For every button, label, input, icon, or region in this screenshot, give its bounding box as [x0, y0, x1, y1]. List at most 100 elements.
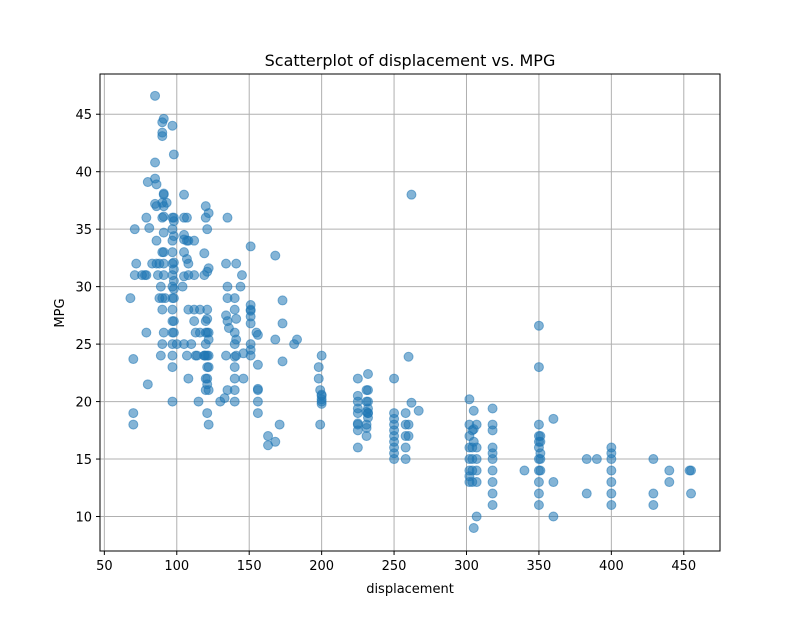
data-point	[606, 448, 617, 459]
data-point	[141, 212, 152, 223]
data-point	[186, 339, 197, 350]
data-point	[141, 327, 152, 338]
data-point	[400, 454, 411, 465]
data-point	[222, 212, 233, 223]
data-point	[203, 208, 214, 219]
data-point	[548, 511, 559, 522]
y-tick-label: 40	[75, 166, 92, 181]
data-point	[413, 405, 424, 416]
data-point	[203, 385, 214, 396]
data-point	[362, 368, 373, 379]
y-tick-label: 20	[75, 396, 92, 411]
data-point	[664, 477, 675, 488]
data-point	[591, 454, 602, 465]
data-point	[236, 270, 247, 281]
data-point	[315, 419, 326, 430]
data-point	[157, 304, 168, 315]
data-point	[664, 465, 675, 476]
data-point	[168, 316, 179, 327]
y-tick-label: 15	[75, 453, 92, 468]
data-point	[229, 396, 240, 407]
data-point	[168, 216, 179, 227]
data-point	[229, 373, 240, 384]
data-point	[352, 442, 363, 453]
data-point	[252, 359, 263, 370]
data-point	[189, 316, 200, 327]
data-point	[167, 396, 178, 407]
data-point	[548, 413, 559, 424]
data-point	[533, 362, 544, 373]
data-point	[389, 413, 400, 424]
data-point	[229, 385, 240, 396]
data-point	[168, 231, 179, 242]
data-point	[222, 281, 233, 292]
data-point	[533, 419, 544, 430]
data-point	[581, 488, 592, 499]
data-point	[400, 442, 411, 453]
data-point	[352, 419, 363, 430]
data-point	[202, 224, 213, 235]
data-point	[686, 488, 697, 499]
data-point	[158, 211, 169, 222]
data-point	[400, 408, 411, 419]
data-point	[606, 477, 617, 488]
data-point	[177, 281, 188, 292]
data-point	[270, 250, 281, 261]
data-point	[352, 373, 363, 384]
data-point	[150, 90, 161, 101]
data-point	[189, 270, 200, 281]
data-point	[168, 293, 179, 304]
data-point	[168, 283, 179, 294]
data-point	[167, 120, 178, 131]
x-tick-label: 150	[237, 559, 262, 574]
data-point	[161, 197, 172, 208]
data-point	[155, 281, 166, 292]
data-point	[533, 320, 544, 331]
data-point	[548, 477, 559, 488]
x-tick-label: 450	[671, 559, 696, 574]
data-point	[158, 258, 169, 269]
data-point	[535, 431, 546, 442]
data-point	[167, 247, 178, 258]
x-tick-label: 350	[527, 559, 552, 574]
data-point	[403, 431, 414, 442]
data-point	[533, 488, 544, 499]
x-axis-label: displacement	[366, 582, 454, 597]
plot-frame	[99, 73, 721, 552]
data-point	[229, 304, 240, 315]
data-point	[464, 394, 475, 405]
data-point	[125, 293, 136, 304]
data-point	[471, 477, 482, 488]
data-point	[471, 442, 482, 453]
y-tick-label: 35	[75, 223, 92, 238]
data-point	[313, 373, 324, 384]
data-point	[158, 113, 169, 124]
data-point	[471, 419, 482, 430]
data-point	[316, 389, 327, 400]
data-point	[221, 258, 232, 269]
data-point	[535, 465, 546, 476]
data-point	[270, 334, 281, 345]
data-point	[202, 304, 213, 315]
data-point	[221, 350, 232, 361]
data-point	[471, 511, 482, 522]
data-point	[270, 436, 281, 447]
data-point	[129, 224, 140, 235]
data-point	[158, 270, 169, 281]
data-point	[533, 477, 544, 488]
data-point	[202, 408, 213, 419]
data-point	[179, 189, 190, 200]
x-tick-label: 200	[309, 559, 334, 574]
data-point	[155, 350, 166, 361]
data-point	[487, 403, 498, 414]
data-point	[406, 189, 417, 200]
data-point	[252, 396, 263, 407]
data-point	[487, 465, 498, 476]
data-point	[606, 465, 617, 476]
data-point	[362, 385, 373, 396]
x-tick-label: 300	[454, 559, 479, 574]
data-point	[168, 327, 179, 338]
data-point	[157, 131, 168, 142]
data-point	[406, 397, 417, 408]
